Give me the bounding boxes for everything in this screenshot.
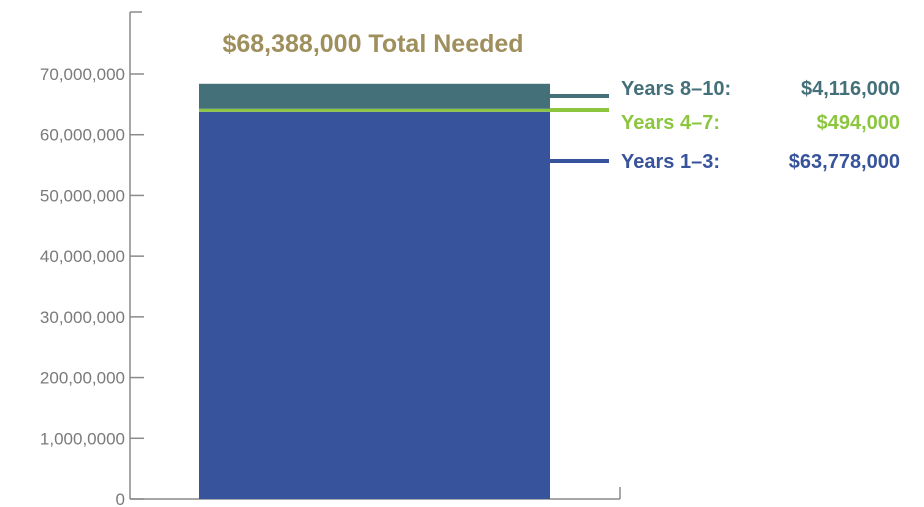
y-tick-label: 200,00,000: [40, 369, 125, 388]
bar-segment-2: [199, 108, 550, 112]
y-tick-label: 40,000,000: [40, 247, 125, 266]
y-tick-label: 70,000,000: [40, 65, 125, 84]
legend-series-name: Years 8–10:: [621, 78, 731, 100]
bar-segment-3: [199, 83, 550, 109]
y-axis: 0 1,000,0000 200,00,000 30,000,000 40,000,00…: [40, 11, 144, 507]
chart-title: $68,388,000 Total Needed: [222, 30, 523, 58]
y-tick-label: 30,000,000: [40, 308, 125, 327]
legend: Years 1–3: $63,778,000 Years 4–7: $494,000 Y…: [550, 78, 900, 173]
y-tick-label: 60,000,000: [40, 126, 125, 145]
y-tick-label: 1,000,0000: [40, 429, 125, 448]
bar-segments: [199, 83, 550, 499]
legend-series-name: Years 1–3:: [621, 151, 720, 173]
legend-series-value: $4,116,000: [801, 78, 900, 100]
legend-series-value: $63,778,000: [789, 151, 900, 173]
y-tick-label: 0: [116, 490, 125, 507]
legend-series-value: $494,000: [817, 112, 900, 134]
y-tick-label: 50,000,000: [40, 186, 125, 205]
legend-series-name: Years 4–7:: [621, 112, 720, 134]
bar-segment-1: [199, 111, 550, 499]
